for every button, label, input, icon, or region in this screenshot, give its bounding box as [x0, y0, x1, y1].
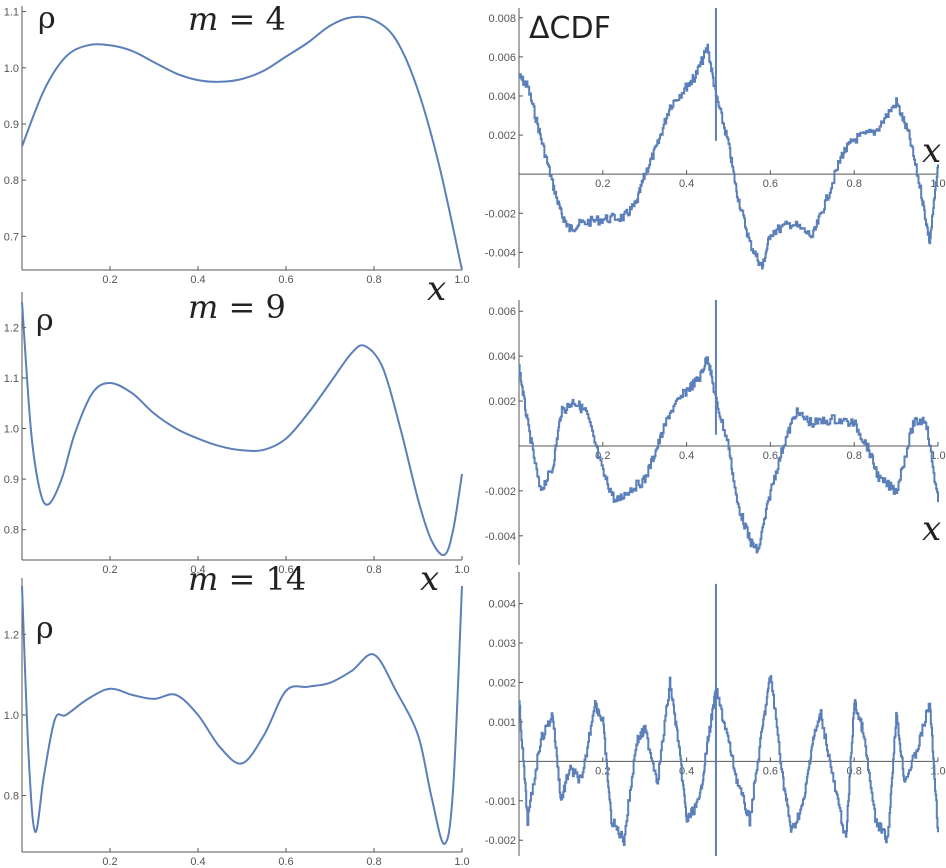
rho-m14-ytick-label: 1.0 [4, 710, 19, 722]
rho-m9-xtick-label: 0.2 [102, 564, 117, 576]
rho-m9-series-line [21, 302, 463, 557]
rho-m9-ytick-label: 1.2 [4, 322, 19, 334]
rho-m9-xtick-label: 1.0 [454, 564, 469, 576]
dcdf-m4-ytick-label: 0.006 [488, 52, 516, 64]
rho-m4-ytick-label: 0.7 [4, 231, 19, 243]
rho-m14-xtick-label: 0.2 [102, 856, 117, 868]
dcdf-m4-xlabel: x [922, 131, 941, 171]
dcdf-m4-series-line [518, 43, 939, 270]
dcdf-m14-ytick-label: 0.001 [488, 717, 516, 729]
rho-m14-ytick-label: 1.2 [4, 629, 19, 641]
dcdf-m9-xtick-label: 1.0 [930, 450, 945, 462]
rho-m9-ytick-label: 0.9 [4, 474, 19, 486]
rho-m9-ytick-label: 1.0 [4, 424, 19, 436]
rho-m9-xtick-label: 0.6 [278, 564, 293, 576]
rho-m9-title: m = 9 [188, 288, 286, 326]
rho-m4-ytick-label: 1.1 [4, 7, 19, 19]
dcdf-m4-ytick-label: 0.008 [488, 13, 516, 25]
rho-m4-xtick-label: 0.6 [278, 274, 293, 286]
dcdf-m9-series-line [518, 356, 939, 554]
rho-m14-xtick-label: 0.6 [278, 856, 293, 868]
dcdf-m14-ytick-label: 0.003 [488, 638, 516, 650]
dcdf-m9-ytick-label: 0.006 [488, 306, 516, 318]
dcdf-m4-xtick-label: 0.8 [847, 178, 862, 190]
dcdf-m14-xtick-label: 0.6 [763, 765, 778, 777]
rho-m4-xlabel: x [427, 269, 446, 309]
dcdf-m4-ytick-label: -0.004 [485, 247, 516, 259]
rho-m14-ylabel: ρ [36, 611, 54, 646]
rho-m4-ytick-label: 1.0 [4, 63, 19, 75]
dcdf-m9-ytick-label: -0.002 [485, 486, 516, 498]
dcdf-m14-ytick-label: -0.001 [485, 796, 516, 808]
rho-m9-ytick-label: 0.8 [4, 525, 19, 537]
rho-m4-xtick-label: 0.2 [102, 274, 117, 286]
dcdf-m9-xtick-label: 0.8 [847, 450, 862, 462]
rho-m9-xtick-label: 0.8 [366, 564, 381, 576]
dcdf-m9-xlabel: x [922, 509, 941, 549]
dcdf-m9-ytick-label: 0.002 [488, 396, 516, 408]
dcdf-m14-ytick-label: 0.002 [488, 677, 516, 689]
dcdf-m4-xtick-label: 0.2 [595, 178, 610, 190]
rho-m9-xlabel: x [420, 559, 439, 599]
rho-m4-ylabel: ρ [38, 1, 56, 36]
rho-m4-xtick-label: 0.4 [190, 274, 205, 286]
dcdf-m4-xtick-label: 1.0 [930, 178, 945, 190]
dcdf-m14-xtick-label: 1.0 [930, 765, 945, 777]
rho-m9-ytick-label: 1.1 [4, 373, 19, 385]
dcdf-m4-ylabel: ΔCDF [529, 11, 611, 46]
dcdf-m9-ytick-label: -0.004 [485, 531, 516, 543]
rho-m14-xtick-label: 0.8 [366, 856, 381, 868]
rho-m4-xtick-label: 0.8 [366, 274, 381, 286]
rho-m4-ytick-label: 0.9 [4, 119, 19, 131]
dcdf-m4-xtick-label: 0.6 [763, 178, 778, 190]
dcdf-m9-ytick-label: 0.004 [488, 351, 516, 363]
dcdf-m9-xtick-label: 0.6 [763, 450, 778, 462]
dcdf-m4-ytick-label: 0.002 [488, 130, 516, 142]
rho-m4-xtick-label: 1.0 [454, 274, 469, 286]
rho-m9-ylabel: ρ [36, 303, 54, 338]
rho-m4-title: m = 4 [188, 0, 286, 38]
dcdf-m14-ytick-label: -0.002 [485, 835, 516, 847]
rho-m14-xtick-label: 0.4 [190, 856, 205, 868]
rho-m4-ytick-label: 0.8 [4, 175, 19, 187]
rho-m14-series-line [21, 586, 463, 845]
rho-m4-series-line [21, 15, 463, 271]
dcdf-m4-ytick-label: 0.004 [488, 91, 516, 103]
rho-m14-xtick-label: 1.0 [454, 856, 469, 868]
dcdf-m14-ytick-label: 0.004 [488, 599, 516, 611]
dcdf-m4-ytick-label: -0.002 [485, 208, 516, 220]
rho-m14-ytick-label: 0.8 [4, 791, 19, 803]
dcdf-m14-series-line [518, 675, 939, 846]
dcdf-m9-xtick-label: 0.4 [679, 450, 694, 462]
rho-m9-xtick-label: 0.4 [190, 564, 205, 576]
rho-m14-title: m = 14 [188, 560, 306, 598]
dcdf-m4-xtick-label: 0.4 [679, 178, 694, 190]
